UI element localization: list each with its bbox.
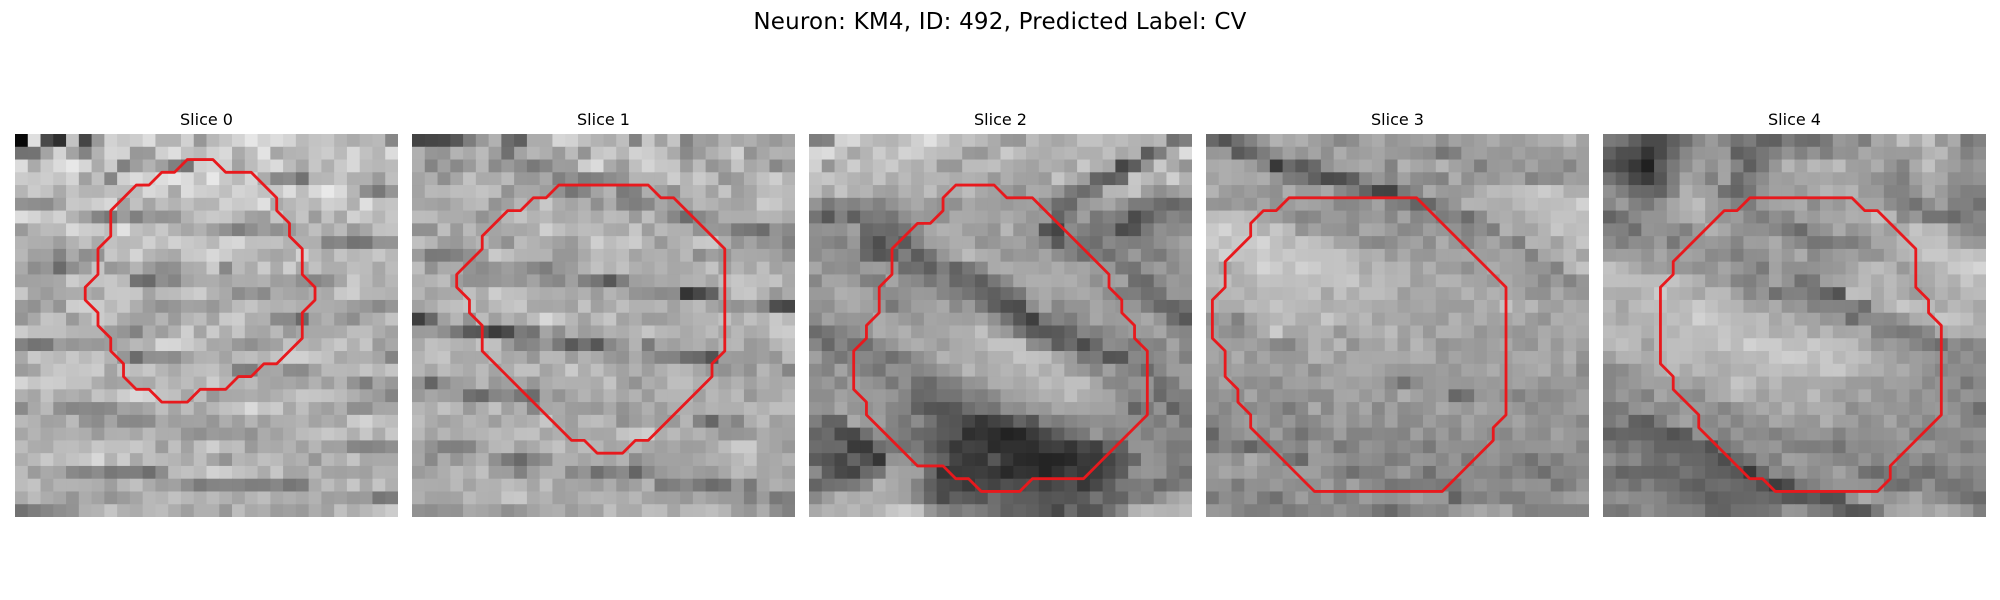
slice-panel-0: Slice 0	[15, 108, 398, 520]
roi-contour	[852, 183, 1149, 493]
slice-panel-1: Slice 1	[412, 108, 795, 520]
slice-title: Slice 0	[180, 110, 233, 129]
roi-contour	[1210, 196, 1508, 493]
roi-contour	[455, 183, 727, 455]
slice-title: Slice 3	[1371, 110, 1424, 129]
roi-contour	[1659, 196, 1943, 493]
slice-panel-3: Slice 3	[1206, 108, 1589, 520]
roi-contour	[83, 158, 317, 404]
slice-image	[412, 134, 795, 517]
slice-title: Slice 4	[1768, 110, 1821, 129]
figure-title: Neuron: KM4, ID: 492, Predicted Label: C…	[753, 9, 1247, 35]
slice-image	[1603, 134, 1986, 517]
slice-image	[809, 134, 1192, 517]
slice-title: Slice 2	[974, 110, 1027, 129]
slice-panel-4: Slice 4	[1603, 108, 1986, 520]
slice-title: Slice 1	[577, 110, 630, 129]
slice-panel-2: Slice 2	[809, 108, 1192, 520]
slice-image	[15, 134, 398, 517]
slice-image	[1206, 134, 1589, 517]
